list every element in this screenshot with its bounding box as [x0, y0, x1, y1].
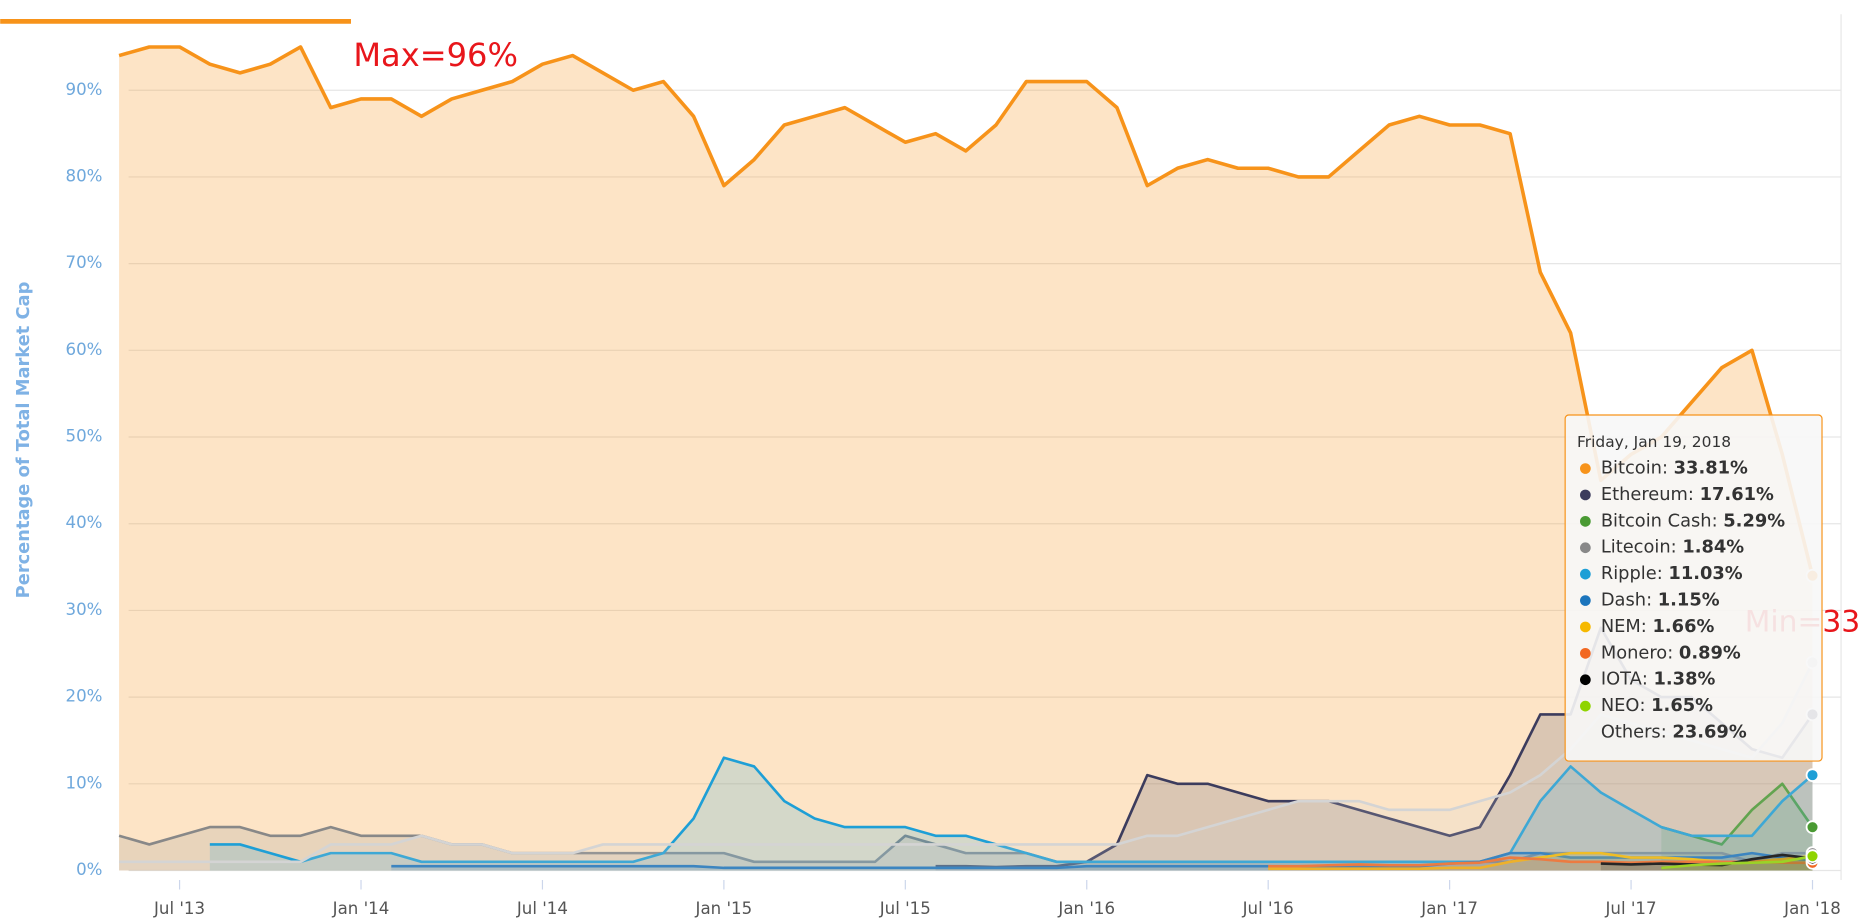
area — [119, 662, 1813, 871]
tooltip-value: 1.38% — [1654, 669, 1716, 690]
end-marker — [1805, 849, 1820, 864]
tooltip-row: Litecoin: 1.84% — [1601, 537, 1744, 558]
y-tick-label: 30% — [65, 600, 102, 619]
tooltip-marker — [1580, 515, 1591, 527]
x-tick-label: Jul '14 — [516, 899, 568, 918]
series-name: Monero — [1601, 642, 1667, 663]
separator: : — [1657, 563, 1669, 584]
separator: : — [1667, 642, 1679, 663]
line — [118, 825, 1813, 864]
x-tick-label: Jul '17 — [1605, 899, 1657, 918]
line — [119, 661, 1814, 864]
tooltip-value: 1.15% — [1658, 590, 1720, 611]
tooltip-row: Dash: 1.15% — [1601, 590, 1720, 611]
tooltip-row: Monero: 0.89% — [1601, 642, 1741, 663]
tooltip-row: NEM: 1.66% — [1601, 616, 1715, 637]
grid: 0% 10% 20% 30% 40% 50% 60% 70% 80% 90% Jul '13 Jan … — [65, 80, 1842, 918]
y-tick-label: 70% — [65, 253, 102, 272]
y-tick-label: 0% — [76, 860, 102, 879]
tooltip-value: 5.29% — [1723, 510, 1785, 531]
series-name: IOTA — [1601, 669, 1643, 690]
tooltip-row: Ethereum: 17.61% — [1601, 484, 1774, 505]
tooltip-marker — [1580, 542, 1591, 554]
tooltip-marker — [1580, 463, 1591, 474]
separator: : — [1661, 722, 1673, 743]
separator: : — [1642, 669, 1654, 690]
area — [391, 853, 1813, 871]
line — [118, 45, 1815, 577]
tooltip-title: Friday, Jan 19, 2018 — [1577, 433, 1731, 451]
tooltip-marker — [1580, 647, 1591, 659]
tooltip-value: 0.89% — [1679, 642, 1741, 663]
separator: : — [1641, 616, 1653, 637]
line — [391, 851, 1813, 870]
tooltip-row: Others: 23.69% — [1601, 722, 1747, 743]
tooltip: Friday, Jan 19, 2018 Bitcoin: 33.81% Ethe… — [1564, 414, 1823, 762]
y-tick-label: 60% — [65, 340, 102, 359]
x-tick-label: Jan '17 — [1420, 899, 1478, 918]
tooltip-value: 1.84% — [1682, 537, 1744, 558]
tooltip-marker — [1580, 621, 1591, 633]
series-name: Bitcoin Cash — [1601, 510, 1712, 531]
y-tick-label: 50% — [65, 427, 102, 446]
x-tick-label: Jul '16 — [1242, 899, 1294, 918]
x-tick-label: Jul '13 — [153, 899, 205, 918]
series-name: Ethereum — [1601, 484, 1688, 505]
y-tick-label: 90% — [65, 80, 102, 99]
x-tick-label: Jan '18 — [1783, 899, 1841, 918]
line — [1661, 854, 1813, 870]
tooltip-row: Bitcoin: 33.81% — [1601, 458, 1748, 479]
tooltip-marker — [1580, 489, 1591, 501]
tooltip-row: Bitcoin Cash: 5.29% — [1601, 510, 1785, 531]
x-tick-label: Jan '14 — [332, 899, 390, 918]
annotation: Max=96% — [353, 36, 518, 74]
tooltip-value: 23.69% — [1672, 722, 1746, 743]
tooltip-value: 1.66% — [1652, 616, 1714, 637]
series-name: Litecoin — [1601, 537, 1671, 558]
tooltip-value: 17.61% — [1700, 484, 1774, 505]
series-name: Ripple — [1601, 563, 1657, 584]
area — [209, 757, 1813, 871]
tooltip-marker — [1580, 568, 1591, 580]
separator: : — [1688, 484, 1700, 505]
end-marker — [1805, 768, 1820, 782]
tooltip-box — [1564, 414, 1823, 762]
series-name: NEO — [1601, 695, 1640, 716]
tooltip-value: 33.81% — [1674, 458, 1748, 479]
series-name: Others — [1601, 722, 1661, 743]
area — [119, 46, 1813, 871]
x-tick-label: Jan '15 — [695, 899, 753, 918]
tooltip-row: NEO: 1.65% — [1601, 695, 1713, 716]
separator: : — [1662, 458, 1674, 479]
tooltip-row: IOTA: 1.38% — [1601, 669, 1716, 690]
series-name: Dash — [1601, 590, 1646, 611]
area — [119, 827, 1813, 871]
tooltip-row: Ripple: 11.03% — [1601, 563, 1743, 584]
y-tick-label: 20% — [65, 687, 102, 706]
tooltip-value: 11.03% — [1668, 563, 1742, 584]
x-tick-label: Jan '16 — [1057, 899, 1115, 918]
separator: : — [1671, 537, 1683, 558]
separator: : — [1646, 590, 1658, 611]
separator: : — [1639, 695, 1651, 716]
tooltip-marker — [1580, 595, 1591, 606]
series-name: Bitcoin — [1601, 458, 1662, 479]
tooltip-marker — [1580, 700, 1591, 712]
end-marker — [1805, 820, 1820, 834]
tooltip-marker — [1580, 674, 1591, 686]
tooltip-value: 1.65% — [1651, 695, 1713, 716]
series-name: NEM — [1601, 616, 1641, 637]
line — [1268, 856, 1813, 868]
y-tick-label: 10% — [65, 773, 102, 792]
y-axis-title: Percentage of Total Market Cap — [13, 282, 34, 599]
y-tick-label: 40% — [65, 513, 102, 532]
separator: : — [1712, 510, 1724, 531]
x-tick-label: Jul '15 — [879, 899, 931, 918]
line — [209, 756, 1814, 864]
y-tick-label: 80% — [65, 166, 102, 185]
